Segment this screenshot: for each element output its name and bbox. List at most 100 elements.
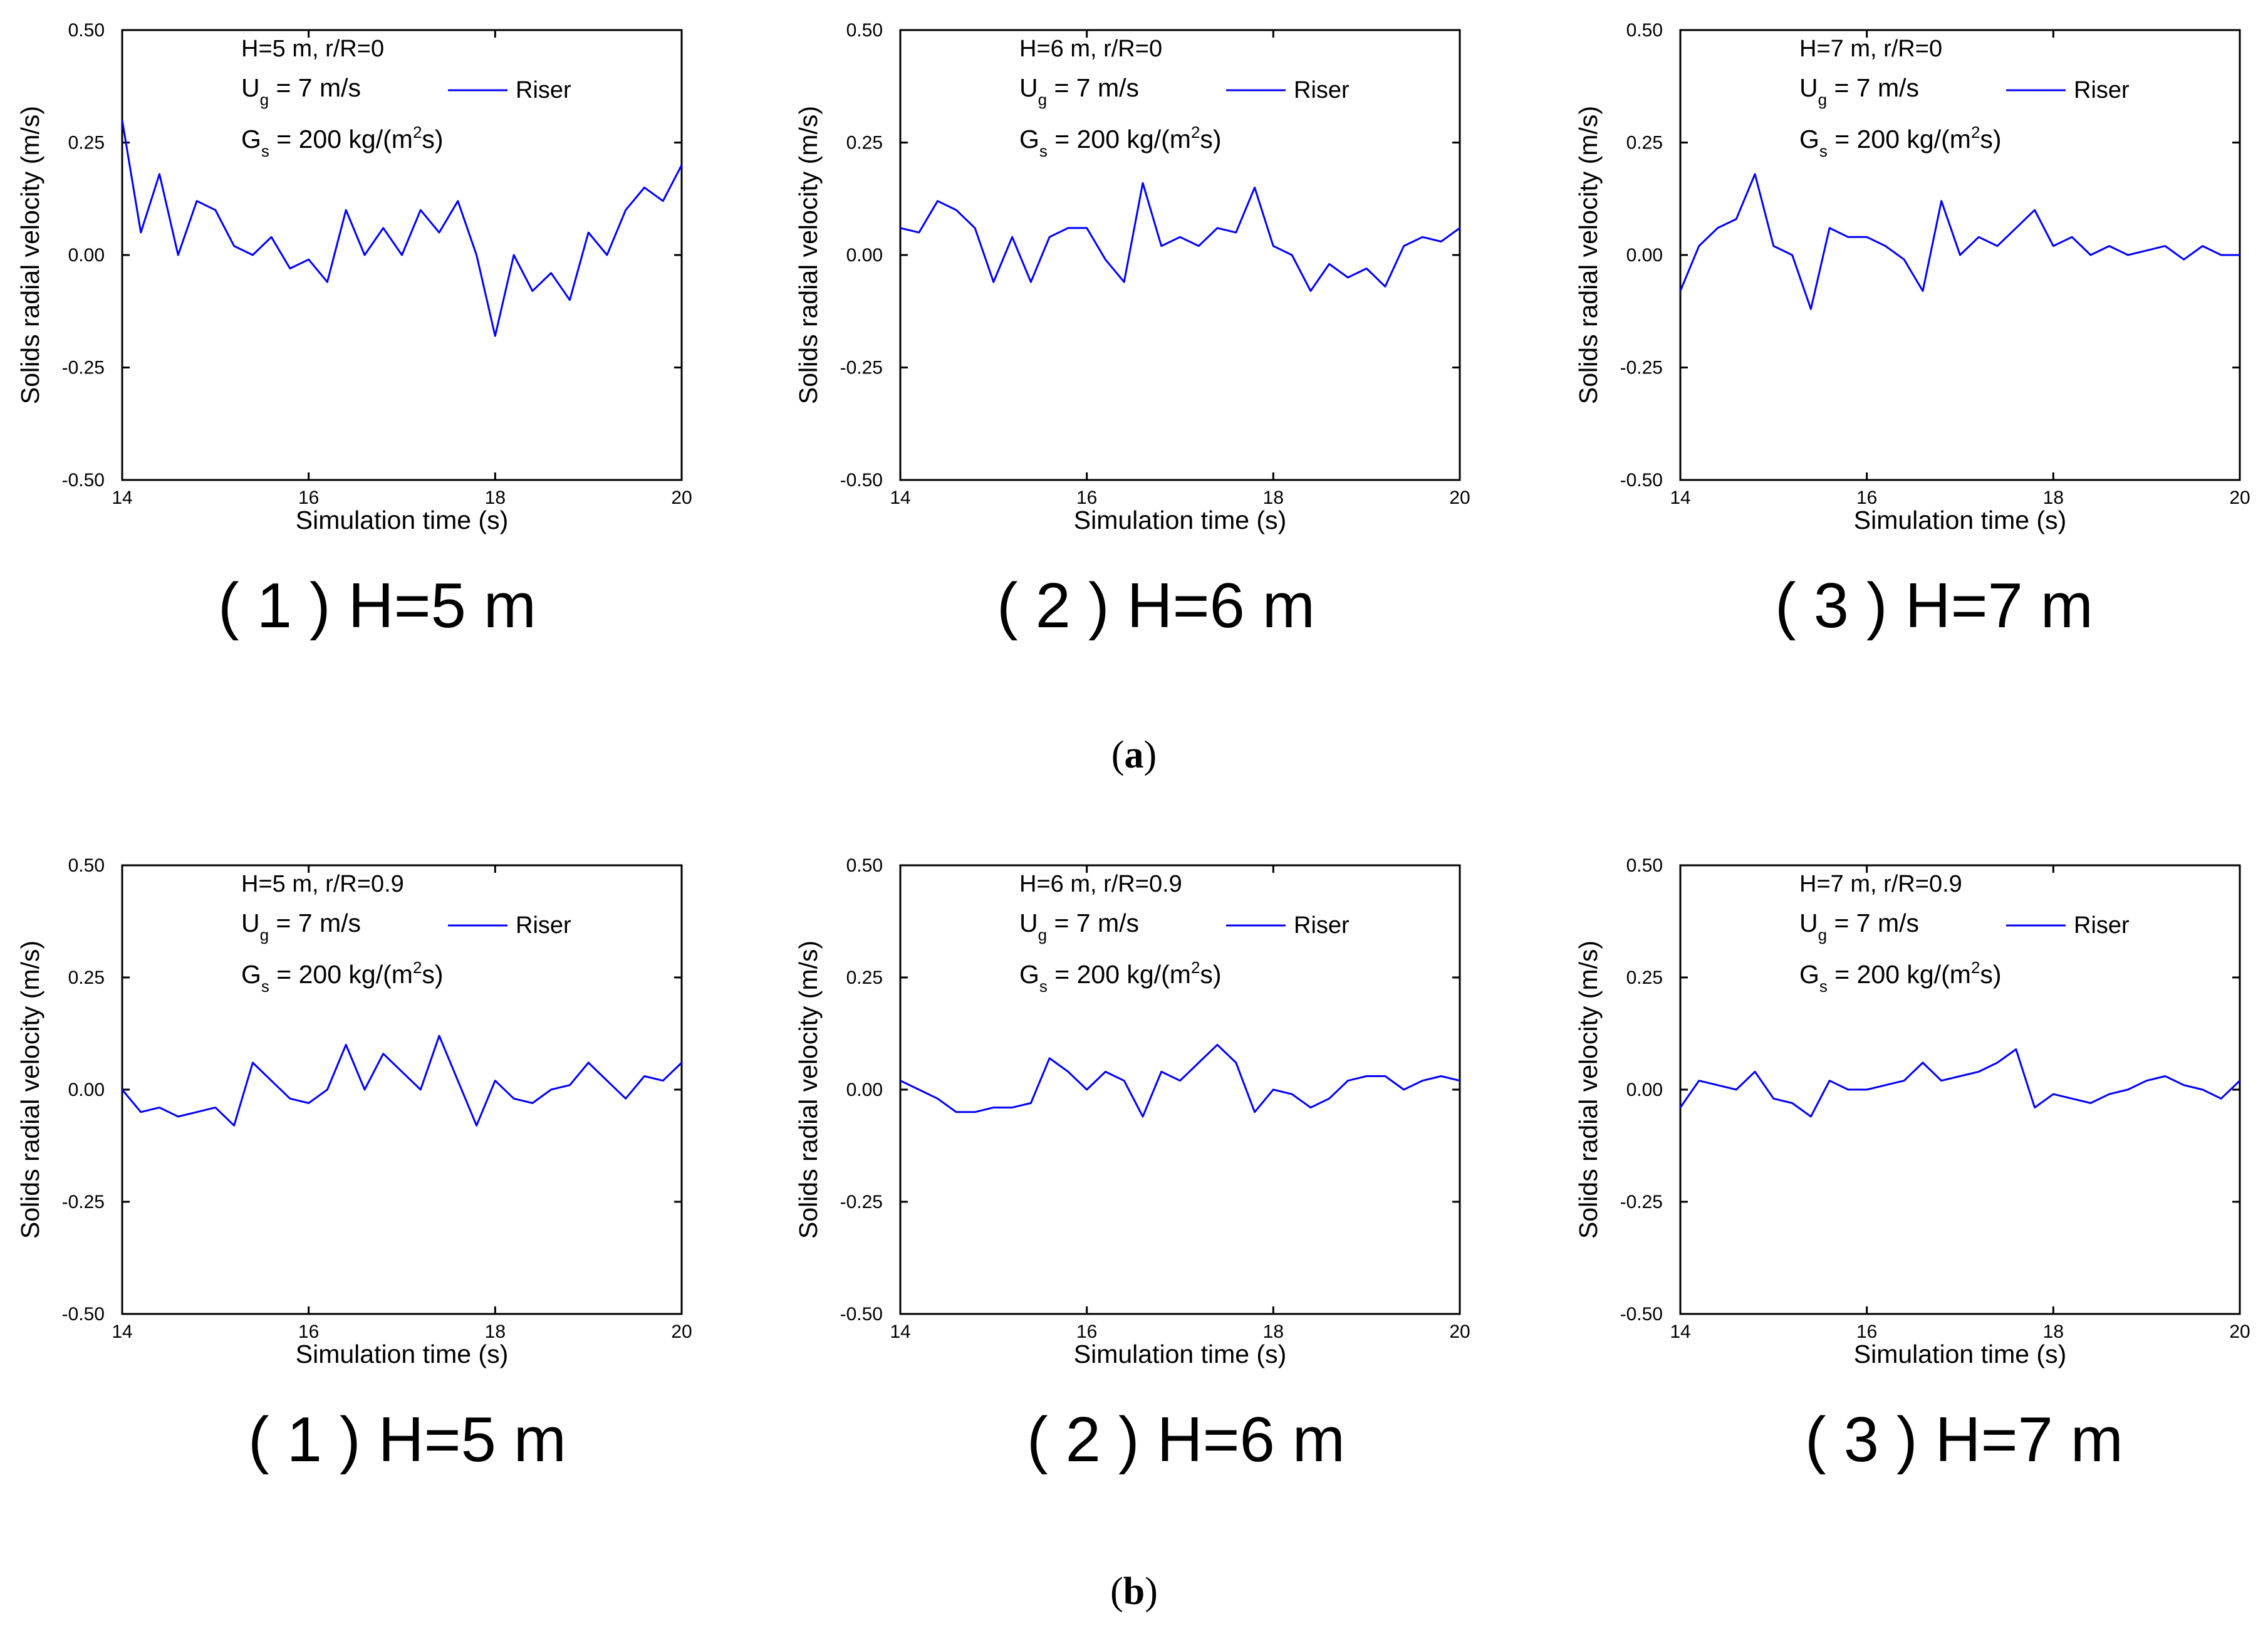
- x-axis-label: Simulation time (s): [296, 1340, 508, 1368]
- y-tick-label: -0.50: [62, 470, 105, 491]
- panel-caption: ( 1 ) H=5 m: [248, 1405, 566, 1475]
- series-line-riser: [900, 182, 1460, 292]
- y-tick-label: -0.25: [62, 1192, 105, 1212]
- y-tick-label: 0.00: [68, 245, 105, 266]
- annotation-gas-velocity: Ug = 7 m/s: [1019, 73, 1139, 109]
- chart-panel-a3: -0.50 -0.25 0.00 0.25 0.50 14 16 18 20 Simulation…: [1574, 20, 2250, 641]
- y-tick-label: 0.25: [846, 133, 883, 154]
- x-tick-label: 14: [112, 487, 132, 508]
- annotation-condition: H=7 m, r/R=0.9: [1799, 871, 1962, 897]
- x-tick-label: 14: [1670, 1321, 1690, 1342]
- annotation-solids-flux: Gs = 200 kg/(m2s): [1019, 123, 1222, 160]
- y-tick-label: 0.00: [1626, 1080, 1663, 1100]
- y-tick-label: -0.50: [840, 1304, 883, 1325]
- x-tick-label: 18: [485, 487, 506, 508]
- panel-caption: ( 3 ) H=7 m: [1775, 571, 2093, 641]
- chart-panel-a1: -0.50 -0.25 0.00 0.25 0.50 14 16 18 20 Simulation…: [16, 20, 692, 641]
- y-tick-label: 0.00: [846, 1080, 883, 1100]
- legend-label: Riser: [1294, 77, 1350, 103]
- chart-panel-b3: -0.50 -0.25 0.00 0.25 0.50 14 16 18 20 Simulation…: [1574, 855, 2250, 1475]
- x-tick-label: 18: [1263, 487, 1284, 508]
- annotation-condition: H=7 m, r/R=0: [1799, 36, 1942, 62]
- x-tick-label: 20: [2229, 487, 2250, 508]
- y-tick-label: -0.50: [1620, 470, 1663, 491]
- plot-frame: [899, 864, 1461, 1315]
- annotation-solids-flux: Gs = 200 kg/(m2s): [241, 958, 444, 996]
- annotation-condition: H=6 m, r/R=0: [1019, 36, 1162, 62]
- y-axis-label: Solids radial velocity (m/s): [16, 940, 44, 1239]
- chart-panel-a2: -0.50 -0.25 0.00 0.25 0.50 14 16 18 20 Simulation…: [794, 20, 1470, 641]
- annotation-solids-flux: Gs = 200 kg/(m2s): [241, 123, 444, 160]
- panel-caption: ( 2 ) H=6 m: [1027, 1405, 1345, 1475]
- y-tick-label: -0.50: [62, 1304, 105, 1325]
- y-axis-label: Solids radial velocity (m/s): [16, 106, 44, 404]
- x-axis-label: Simulation time (s): [1074, 1340, 1286, 1368]
- plot-frame: [1679, 864, 2241, 1315]
- annotation-solids-flux: Gs = 200 kg/(m2s): [1799, 123, 2002, 160]
- x-tick-label: 14: [890, 1321, 910, 1342]
- series-line-riser: [900, 1043, 1460, 1118]
- y-tick-label: 0.50: [846, 855, 883, 876]
- y-tick-label: -0.50: [1620, 1304, 1663, 1325]
- annotation-condition: H=5 m, r/R=0.9: [241, 871, 404, 897]
- x-tick-label: 20: [671, 1321, 692, 1342]
- y-tick-label: 0.25: [68, 967, 105, 988]
- y-tick-label: 0.25: [1626, 133, 1663, 154]
- panel-caption: ( 3 ) H=7 m: [1805, 1405, 2123, 1475]
- x-tick-label: 14: [890, 487, 910, 508]
- y-tick-label: -0.25: [840, 1192, 883, 1212]
- x-tick-label: 16: [1856, 1321, 1877, 1342]
- x-tick-label: 20: [1449, 487, 1470, 508]
- annotation-solids-flux: Gs = 200 kg/(m2s): [1019, 958, 1222, 996]
- x-tick-label: 18: [2043, 487, 2064, 508]
- y-tick-label: 0.25: [1626, 967, 1663, 988]
- annotation-gas-velocity: Ug = 7 m/s: [1019, 909, 1139, 944]
- x-axis-label: Simulation time (s): [1854, 506, 2066, 534]
- row-label-b: (b): [1110, 1570, 1158, 1613]
- panel-caption: ( 1 ) H=5 m: [218, 571, 536, 641]
- chart-panels: -0.50 -0.25 0.00 0.25 0.50 14 16 18 20 Simulation…: [16, 20, 2250, 1475]
- x-tick-label: 14: [1670, 487, 1690, 508]
- x-tick-label: 16: [298, 487, 319, 508]
- legend-label: Riser: [516, 912, 571, 939]
- row-label-a: (a): [1111, 734, 1157, 776]
- annotation-gas-velocity: Ug = 7 m/s: [1799, 73, 1919, 109]
- legend-label: Riser: [2074, 77, 2130, 103]
- y-axis-label: Solids radial velocity (m/s): [1574, 940, 1603, 1239]
- annotation-condition: H=5 m, r/R=0: [241, 36, 384, 62]
- plot-frame: [121, 864, 683, 1315]
- annotation-condition: H=6 m, r/R=0.9: [1019, 871, 1182, 897]
- legend-label: Riser: [1294, 912, 1350, 939]
- legend-label: Riser: [516, 77, 571, 103]
- x-axis-label: Simulation time (s): [1074, 506, 1286, 534]
- x-tick-label: 18: [485, 1321, 506, 1342]
- x-tick-label: 16: [1076, 487, 1097, 508]
- y-tick-label: 0.50: [68, 855, 105, 876]
- y-tick-label: 0.50: [1626, 20, 1663, 41]
- x-tick-label: 20: [671, 487, 692, 508]
- x-tick-label: 18: [1263, 1321, 1284, 1342]
- legend-label: Riser: [2074, 912, 2130, 939]
- y-tick-label: -0.25: [1620, 1192, 1663, 1212]
- series-line-riser: [1679, 1048, 2241, 1118]
- x-axis-label: Simulation time (s): [296, 506, 508, 534]
- y-tick-label: 0.00: [846, 245, 883, 266]
- x-tick-label: 16: [298, 1321, 319, 1342]
- x-tick-label: 16: [1856, 487, 1877, 508]
- series-line-riser: [121, 120, 683, 337]
- y-tick-label: 0.00: [1626, 245, 1663, 266]
- chart-panel-b1: -0.50 -0.25 0.00 0.25 0.50 14 16 18 20 Simulation…: [16, 855, 692, 1475]
- y-axis-label: Solids radial velocity (m/s): [1574, 106, 1603, 404]
- y-tick-label: 0.25: [846, 967, 883, 988]
- y-axis-label: Solids radial velocity (m/s): [794, 106, 823, 404]
- x-tick-label: 16: [1076, 1321, 1097, 1342]
- series-line-riser: [121, 1034, 683, 1127]
- series-line-riser: [1679, 173, 2240, 310]
- x-tick-label: 18: [2043, 1321, 2064, 1342]
- y-axis-label: Solids radial velocity (m/s): [794, 940, 823, 1239]
- annotation-solids-flux: Gs = 200 kg/(m2s): [1799, 958, 2002, 996]
- y-tick-label: -0.25: [1620, 358, 1663, 378]
- annotation-gas-velocity: Ug = 7 m/s: [241, 73, 361, 109]
- annotation-gas-velocity: Ug = 7 m/s: [241, 909, 361, 944]
